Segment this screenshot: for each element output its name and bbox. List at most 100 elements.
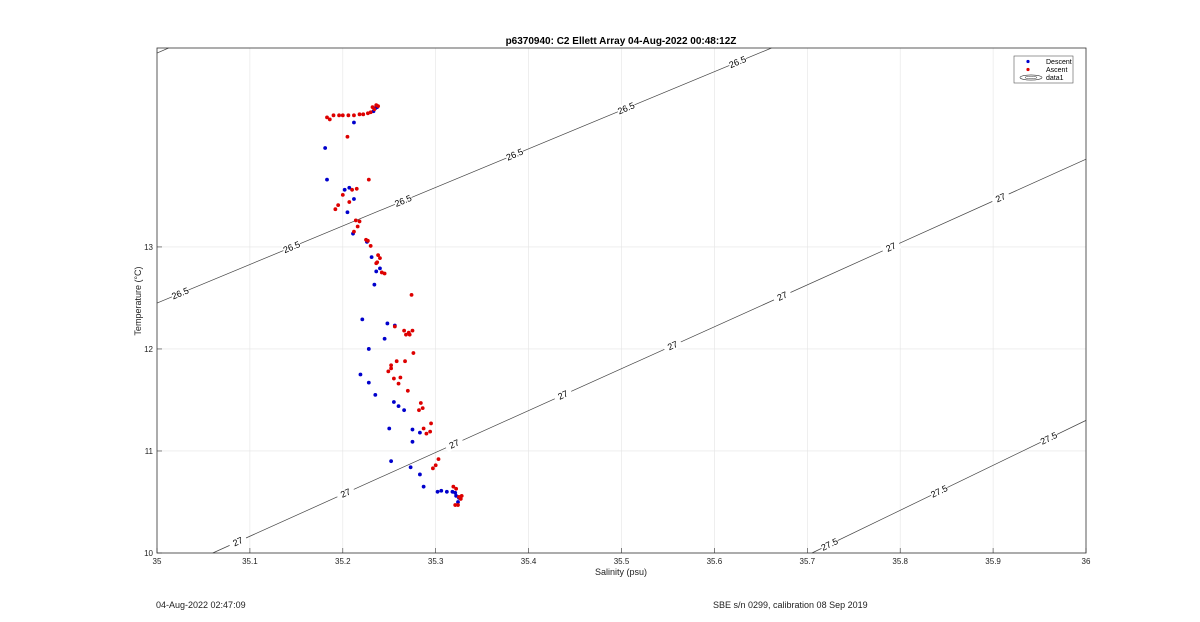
point-descent (369, 255, 374, 260)
y-tick-label: 10 (144, 549, 153, 558)
point-descent (391, 400, 396, 404)
point-ascent (409, 292, 414, 297)
point-ascent (340, 193, 345, 197)
point-ascent (394, 359, 399, 364)
point-ascent (396, 381, 401, 386)
point-descent (453, 490, 458, 495)
x-tick-label: 35.8 (892, 557, 908, 566)
point-descent (342, 187, 347, 192)
legend-marker-ascent (1026, 67, 1030, 72)
x-tick-label: 35.1 (242, 557, 258, 566)
legend-marker-data1 (1019, 74, 1043, 81)
point-ascent (368, 110, 373, 115)
y-axis-label: Temperature (°C) (133, 266, 143, 335)
point-ascent (391, 376, 396, 381)
point-ascent (346, 113, 351, 118)
x-tick-label: 35.6 (707, 557, 723, 566)
point-ascent (389, 366, 394, 371)
point-descent (410, 427, 415, 432)
point-ascent (433, 463, 438, 468)
grid-lines (156, 48, 1087, 554)
point-ascent (418, 401, 423, 405)
point-descent (360, 317, 365, 322)
point-ascent (404, 332, 408, 337)
data-points (323, 103, 464, 507)
contour-label-bg (281, 239, 302, 256)
legend-label-ascent: Ascent (1046, 67, 1067, 74)
x-tick-label: 35 (153, 557, 162, 566)
legend-label-data1: data1 (1046, 75, 1064, 82)
point-ascent (378, 256, 382, 261)
contour-label-bg (444, 435, 465, 453)
y-tick-label: 12 (144, 345, 153, 354)
contour-label-bg (392, 192, 414, 209)
point-ascent (386, 369, 391, 374)
contour-label-bg (169, 285, 191, 302)
y-axis-ticks: 10 11 12 13 (144, 243, 162, 558)
point-descent (435, 489, 440, 494)
point-descent (418, 472, 422, 477)
point-ascent (420, 406, 425, 411)
point-ascent (428, 429, 433, 434)
contour-label: 27 (556, 388, 569, 401)
legend-label-descent: Descent (1046, 59, 1072, 66)
point-ascent (410, 328, 415, 333)
point-ascent (382, 271, 387, 276)
point-descent (410, 439, 415, 444)
point-descent (366, 380, 371, 385)
point-ascent (355, 224, 360, 229)
contour-label-bg (615, 100, 637, 117)
point-ascent (357, 219, 362, 224)
contour-label: 26.5 (282, 239, 302, 255)
point-ascent (411, 351, 416, 355)
contour-label-bg (990, 189, 1011, 207)
point-descent (323, 146, 328, 150)
point-descent (387, 426, 392, 431)
x-tick-label: 36 (1082, 557, 1091, 566)
point-ascent (345, 134, 350, 139)
point-ascent (431, 466, 435, 471)
point-ascent (451, 484, 456, 489)
contour-label: 27 (776, 290, 789, 303)
point-ascent (333, 207, 338, 212)
point-ascent (405, 388, 410, 393)
point-ascent (352, 229, 356, 234)
contour-label: 26.5 (728, 54, 748, 70)
x-tick-label: 35.9 (985, 557, 1001, 566)
point-ascent (365, 238, 370, 243)
contour-label: 27 (339, 486, 352, 499)
point-descent (358, 372, 363, 377)
point-ascent (402, 328, 407, 333)
legend-box (1013, 55, 1074, 84)
point-ascent (376, 104, 381, 109)
point-ascent (403, 359, 407, 364)
contour-label: 26.5 (616, 100, 636, 116)
point-descent (347, 185, 352, 190)
x-tick-label: 35.3 (428, 557, 444, 566)
x-tick-label: 35.2 (335, 557, 351, 566)
point-descent (372, 282, 377, 287)
contour-label-bg (662, 337, 683, 354)
point-ascent (458, 497, 463, 501)
contour-label: 27 (448, 437, 461, 450)
point-descent (444, 489, 449, 494)
point-ascent (424, 431, 429, 436)
point-descent (421, 484, 426, 489)
point-ascent (353, 218, 358, 223)
point-ascent (325, 115, 329, 120)
point-descent (389, 459, 394, 464)
contour-label: 27 (994, 191, 1007, 204)
contour-label-bg (727, 53, 748, 71)
x-tick-label: 35.4 (521, 557, 537, 566)
contour-label-bg (771, 287, 793, 305)
point-descent (352, 197, 356, 201)
x-tick-label: 35.5 (614, 557, 630, 566)
x-tick-label: 35.7 (800, 557, 816, 566)
point-ascent (456, 503, 460, 507)
point-descent (456, 500, 460, 504)
point-ascent (347, 200, 352, 204)
footer-instrument-info: SBE s/n 0299, calibration 08 Sep 2019 (713, 600, 868, 610)
point-descent (385, 321, 390, 326)
chart-title: p6370940: C2 Ellett Array 04-Aug-2022 00… (506, 36, 737, 47)
